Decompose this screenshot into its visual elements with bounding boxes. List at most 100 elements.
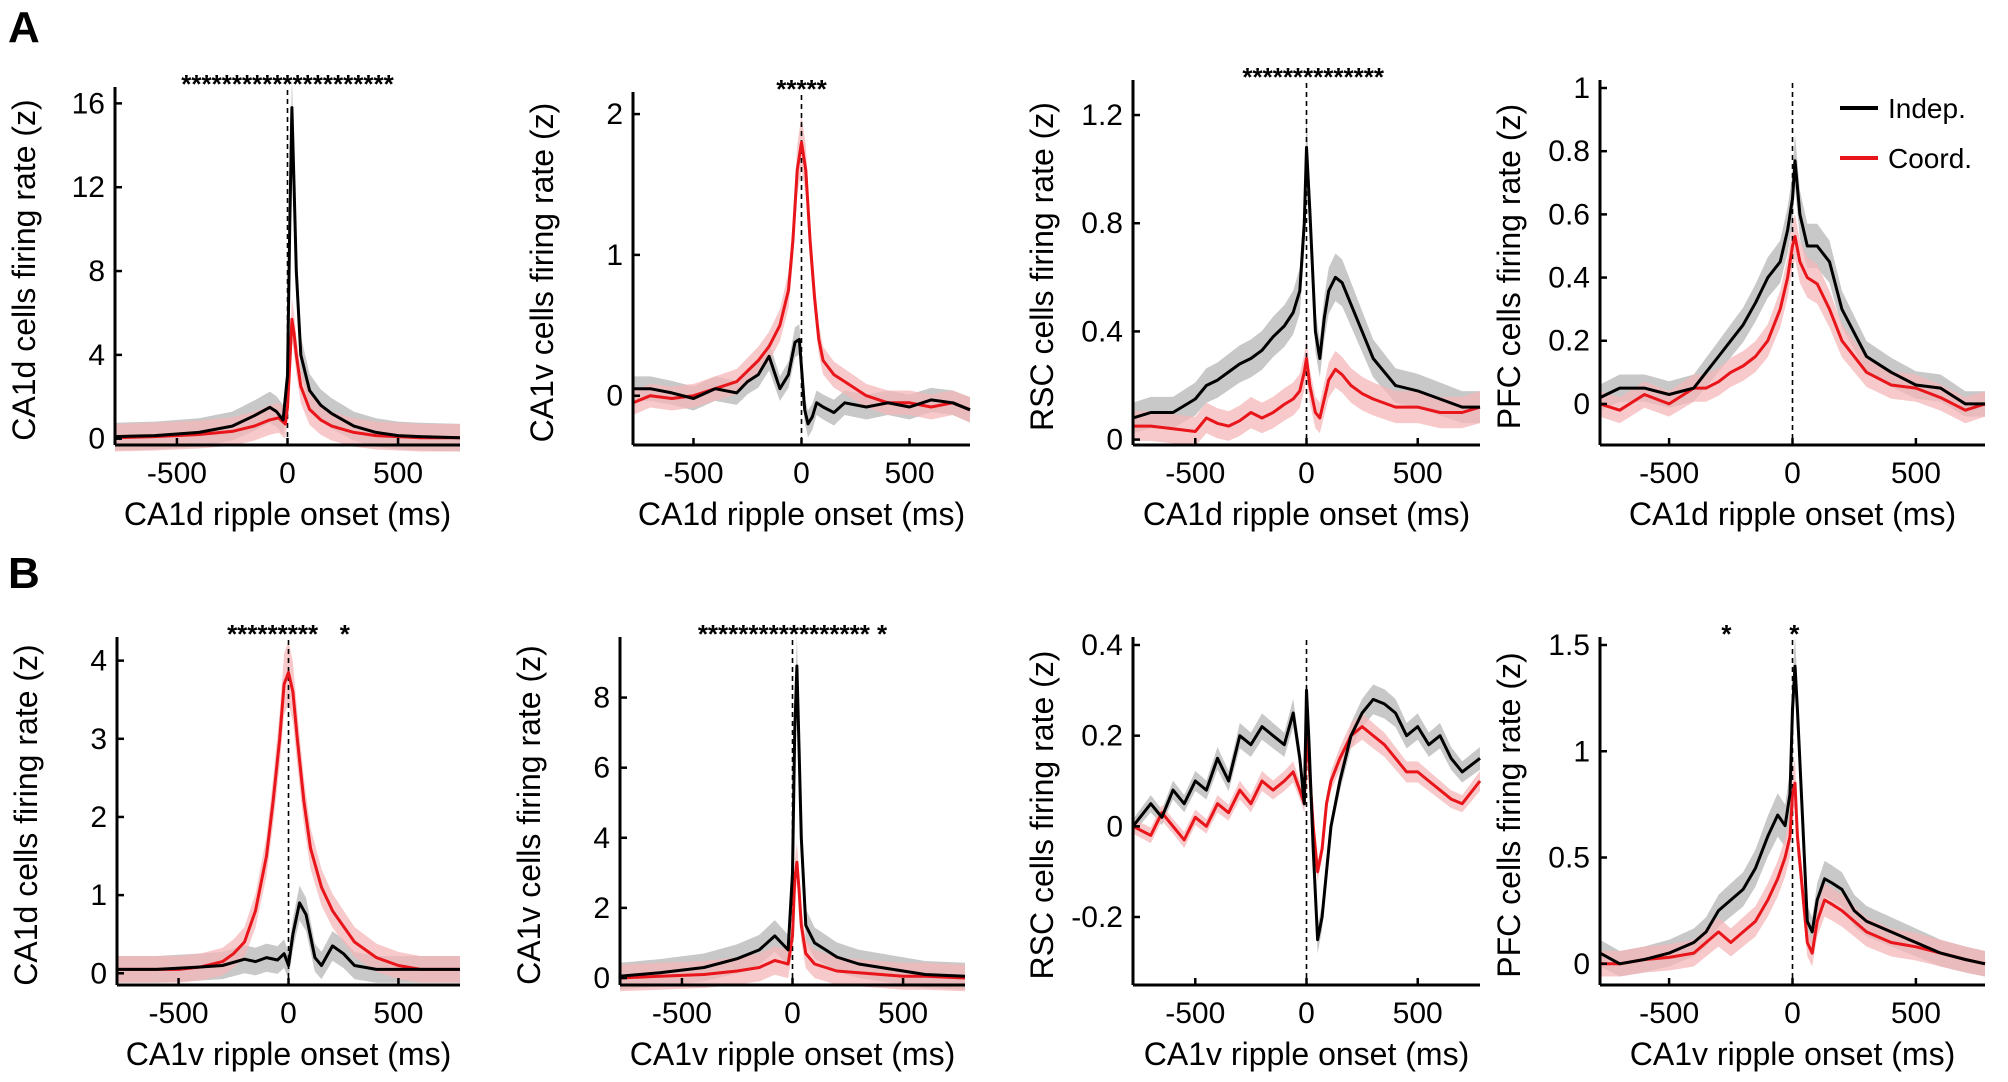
y-axis-label: CA1v cells firing rate (z) — [511, 645, 547, 985]
coord-series-line — [117, 670, 460, 971]
y-tick-label: 4 — [593, 822, 610, 855]
y-tick-label: 8 — [88, 255, 105, 288]
x-tick-label: 0 — [784, 997, 801, 1030]
legend-indep-label: Indep. — [1888, 93, 1966, 124]
coord-series-line — [1599, 235, 1986, 412]
y-axis-label: PFC cells firing rate (z) — [1491, 104, 1527, 429]
x-tick-label: 0 — [1784, 457, 1801, 490]
x-tick-label: 0 — [1298, 997, 1315, 1030]
x-tick-label: -500 — [149, 997, 209, 1030]
panel-label-b: B — [8, 549, 40, 598]
y-tick-label: 0.6 — [1548, 198, 1590, 231]
significance-stars: * * — [1721, 619, 1800, 649]
x-axis-label: CA1d ripple onset (ms) — [1629, 496, 1956, 532]
significance-stars: ********* * — [227, 619, 351, 649]
x-tick-label: 500 — [1891, 457, 1941, 490]
x-tick-label: 500 — [373, 997, 423, 1030]
x-tick-label: -500 — [663, 457, 723, 490]
y-tick-label: 0 — [90, 957, 107, 990]
y-tick-label: 0 — [593, 962, 610, 995]
x-axis-label: CA1v ripple onset (ms) — [630, 1036, 955, 1072]
subplot-2: 0 1 2 -500 0 500 CA1d ripple onset (ms) CA1v ce… — [524, 74, 971, 532]
subplot-8: 0 0.5 1 1.5 -500 0 500 CA1v ripple onset (ms) PF… — [1491, 619, 1986, 1072]
indep-series-line — [633, 337, 971, 426]
y-tick-label: 1.5 — [1548, 629, 1590, 662]
indep-series-line — [114, 106, 461, 440]
y-tick-label: 0 — [88, 423, 105, 456]
subplot-1: 0 4 8 12 16 -500 0 500 CA1d ripple onset (ms) CA1… — [6, 69, 461, 532]
x-tick-label: 500 — [1891, 997, 1941, 1030]
x-tick-label: -500 — [1639, 997, 1699, 1030]
x-axis-label: CA1v ripple onset (ms) — [126, 1036, 451, 1072]
x-tick-label: 500 — [1393, 457, 1443, 490]
y-tick-label: 1.2 — [1081, 99, 1123, 132]
y-tick-label: 0.8 — [1081, 207, 1123, 240]
coord-series-line — [619, 860, 966, 980]
y-axis-label: CA1d cells firing rate (z) — [8, 644, 44, 985]
significance-stars: ***************** * — [698, 619, 888, 649]
x-axis-label: CA1d ripple onset (ms) — [638, 496, 965, 532]
x-tick-label: 500 — [884, 457, 934, 490]
y-axis-label: CA1v cells firing rate (z) — [524, 103, 560, 443]
indep-series-line — [619, 664, 966, 978]
y-tick-label: 1 — [1573, 72, 1590, 105]
x-tick-label: 500 — [1393, 997, 1443, 1030]
y-tick-label: 1 — [90, 879, 107, 912]
y-axis-label: PFC cells firing rate (z) — [1491, 652, 1527, 977]
y-tick-label: 0.2 — [1548, 325, 1590, 358]
legend-coord-label: Coord. — [1888, 143, 1972, 174]
x-tick-label: -500 — [1165, 457, 1225, 490]
x-tick-label: 0 — [793, 457, 810, 490]
y-tick-label: 0.4 — [1081, 629, 1123, 662]
coord-series-line — [114, 317, 460, 440]
x-axis-label: CA1d ripple onset (ms) — [124, 496, 451, 532]
y-tick-label: 0.8 — [1548, 135, 1590, 168]
x-tick-label: 0 — [1298, 457, 1315, 490]
y-axis-label: CA1d cells firing rate (z) — [6, 99, 42, 440]
indep-series-line — [1599, 159, 1985, 406]
significance-stars: ************** — [1242, 62, 1385, 92]
x-tick-label: 500 — [878, 997, 928, 1030]
y-axis-label: RSC cells firing rate (z) — [1024, 102, 1060, 431]
x-tick-label: -500 — [1165, 997, 1225, 1030]
subplot-6: 0 2 4 6 8 -500 0 500 CA1v ripple onset (ms) CA1v … — [511, 619, 966, 1072]
x-tick-label: 0 — [1784, 997, 1801, 1030]
y-tick-label: 0 — [1106, 424, 1123, 457]
subplot-3: 0 0.4 0.8 1.2 -500 0 500 CA1d ripple onset (ms)… — [1024, 62, 1481, 532]
y-tick-label: 6 — [593, 752, 610, 785]
coord-series-line — [632, 140, 971, 412]
x-tick-label: -500 — [147, 457, 207, 490]
y-tick-label: 4 — [88, 339, 105, 372]
x-axis-label: CA1d ripple onset (ms) — [1143, 496, 1470, 532]
y-tick-label: 0.4 — [1548, 262, 1590, 295]
y-tick-label: 12 — [72, 171, 105, 204]
x-axis-label: CA1v ripple onset (ms) — [1630, 1036, 1955, 1072]
subplot-5: 0 1 2 3 4 -500 0 500 CA1v ripple onset (ms) CA1d … — [8, 619, 460, 1072]
y-tick-label: 2 — [606, 98, 623, 131]
panel-label-a: A — [8, 3, 40, 52]
y-tick-label: 0 — [1573, 388, 1590, 421]
y-tick-label: 4 — [90, 645, 107, 678]
y-tick-label: 2 — [593, 892, 610, 925]
y-tick-label: 0 — [1573, 948, 1590, 981]
x-tick-label: 500 — [373, 457, 423, 490]
y-tick-label: 0 — [1106, 810, 1123, 843]
x-axis-label: CA1v ripple onset (ms) — [1144, 1036, 1469, 1072]
y-tick-label: -0.2 — [1071, 901, 1123, 934]
indep-series-line — [1131, 688, 1481, 942]
y-tick-label: 0 — [606, 380, 623, 413]
y-tick-label: 0.2 — [1081, 720, 1123, 753]
x-tick-label: 0 — [279, 457, 296, 490]
significance-stars: ********************* — [181, 69, 394, 99]
x-tick-label: 0 — [280, 997, 297, 1030]
y-tick-label: 0.4 — [1081, 315, 1123, 348]
coord-series-line — [1600, 781, 1986, 966]
indep-series-line — [117, 901, 460, 971]
y-tick-label: 0.5 — [1548, 842, 1590, 875]
subplot-4: 0 0.2 0.4 0.6 0.8 1 -500 0 500 CA1d ripple onset … — [1491, 72, 1986, 532]
y-tick-label: 2 — [90, 801, 107, 834]
legend: Indep. Coord. — [1840, 93, 1972, 174]
y-tick-label: 8 — [593, 682, 610, 715]
